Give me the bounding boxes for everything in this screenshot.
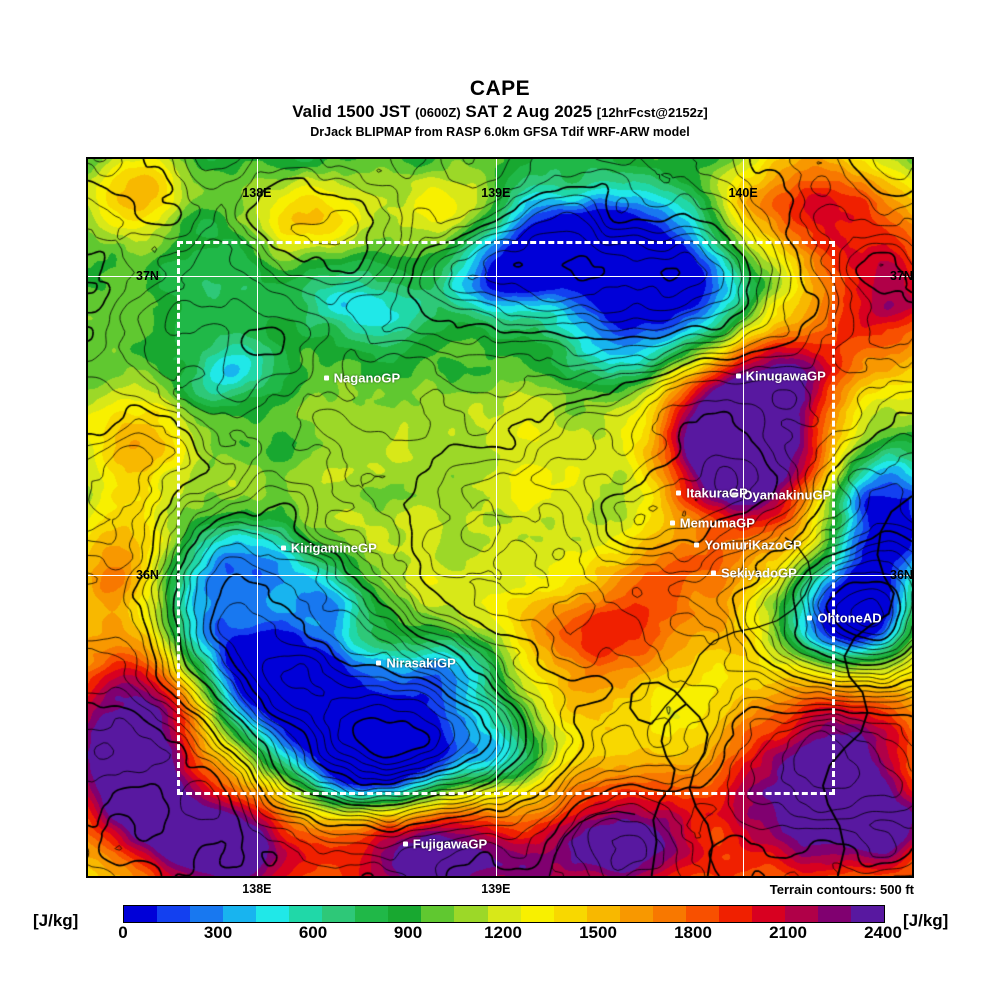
colorbar-swatch-20 bbox=[784, 906, 818, 922]
station-label: KinugawaGP bbox=[745, 368, 826, 384]
colorbar: [J/kg] 0 300 600 900 1200 1500 1800 2100 2400 [J… bbox=[0, 902, 1000, 948]
colorbar-tick-0: 0 bbox=[118, 923, 128, 942]
lon-label-top-138E: 138E bbox=[242, 186, 272, 200]
station-marker[interactable]: ItakuraGP bbox=[676, 485, 748, 501]
station-label: OyamakinuGP bbox=[742, 487, 832, 503]
station-label: MemumaGP bbox=[679, 515, 755, 531]
forecast-tag: [12hrFcst@2152z] bbox=[596, 105, 708, 120]
valid-time-line: Valid 1500 JST (0600Z) SAT 2 Aug 2025 [1… bbox=[0, 101, 1000, 123]
station-label: OhtoneAD bbox=[817, 610, 882, 626]
colorbar-swatch-3 bbox=[223, 906, 257, 922]
colorbar-swatch-19 bbox=[751, 906, 785, 922]
station-marker[interactable]: OyamakinuGP bbox=[732, 487, 831, 502]
colorbar-tick-900: 900 bbox=[393, 923, 423, 942]
colorbar-tick-2400: 2400 bbox=[864, 923, 902, 942]
station-label: YomiuriKazoGP bbox=[704, 537, 802, 553]
colorbar-swatch-6 bbox=[322, 906, 356, 922]
colorbar-tick-600: 600 bbox=[298, 923, 328, 942]
valid-prefix: Valid 1500 JST bbox=[292, 102, 411, 121]
colorbar-swatch-16 bbox=[652, 906, 686, 922]
station-label: ItakuraGP bbox=[686, 485, 748, 501]
station-marker[interactable]: MemumaGP bbox=[669, 515, 755, 531]
station-dot-icon bbox=[735, 373, 741, 379]
station-marker[interactable]: KirigamineGP bbox=[280, 540, 377, 556]
colorbar-swatches bbox=[123, 905, 885, 923]
colorbar-ticks: 0 300 600 900 1200 1500 1800 2100 2400 bbox=[0, 923, 1000, 947]
graticule-parallel-37N bbox=[88, 275, 912, 277]
lon-label-bottom-138E: 138E bbox=[242, 882, 272, 896]
cape-map[interactable]: NaganoGP KinugawaGP OyamakinuGP ItakuraGP Me… bbox=[86, 157, 914, 878]
colorbar-swatch-7 bbox=[355, 906, 389, 922]
station-marker[interactable]: SekiyadoGP bbox=[710, 565, 797, 581]
lon-label-top-139E: 139E bbox=[481, 186, 511, 200]
station-dot-icon bbox=[710, 570, 716, 576]
colorbar-tick-1500: 1500 bbox=[579, 923, 617, 942]
colorbar-swatch-13 bbox=[553, 906, 587, 922]
terrain-contour-note: Terrain contours: 500 ft bbox=[769, 882, 914, 897]
colorbar-unit-right: [J/kg] bbox=[903, 911, 949, 930]
station-label: FujigawaGP bbox=[412, 836, 488, 852]
valid-utc: (0600Z) bbox=[415, 105, 461, 120]
colorbar-swatch-0 bbox=[124, 906, 158, 922]
lat-label-inside-37N: 37N bbox=[136, 268, 159, 283]
colorbar-swatch-4 bbox=[256, 906, 290, 922]
colorbar-swatch-22 bbox=[851, 906, 885, 922]
colorbar-unit-left: [J/kg] bbox=[33, 911, 79, 930]
cape-heatmap-canvas bbox=[88, 159, 912, 876]
colorbar-swatch-8 bbox=[388, 906, 422, 922]
lat-label-outside-36N: 36N bbox=[890, 567, 913, 582]
colorbar-swatch-11 bbox=[487, 906, 521, 922]
colorbar-tick-2100: 2100 bbox=[769, 923, 807, 942]
colorbar-swatch-12 bbox=[520, 906, 554, 922]
station-marker[interactable]: KinugawaGP bbox=[735, 368, 826, 384]
subdomain-box bbox=[177, 241, 835, 795]
station-dot-icon bbox=[732, 492, 738, 498]
station-marker[interactable]: YomiuriKazoGP bbox=[694, 537, 802, 553]
colorbar-swatch-1 bbox=[157, 906, 191, 922]
station-dot-icon bbox=[669, 520, 675, 526]
station-label: NirasakiGP bbox=[386, 655, 456, 671]
colorbar-swatch-17 bbox=[685, 906, 719, 922]
colorbar-tick-300: 300 bbox=[203, 923, 233, 942]
graticule-parallel-36N bbox=[88, 574, 912, 576]
valid-date: SAT 2 Aug 2025 bbox=[465, 102, 593, 121]
station-label: KirigamineGP bbox=[290, 540, 377, 556]
graticule-meridian-139E bbox=[495, 159, 497, 876]
colorbar-swatch-14 bbox=[586, 906, 620, 922]
station-marker[interactable]: FujigawaGP bbox=[402, 836, 488, 852]
colorbar-swatch-9 bbox=[421, 906, 455, 922]
station-label: SekiyadoGP bbox=[720, 565, 797, 581]
model-subtitle: DrJack BLIPMAP from RASP 6.0km GFSA Tdif… bbox=[310, 125, 690, 139]
graticule-meridian-140E bbox=[743, 159, 745, 876]
station-label: NaganoGP bbox=[333, 370, 401, 386]
station-dot-icon bbox=[402, 841, 408, 847]
station-dot-icon bbox=[376, 660, 382, 666]
station-marker[interactable]: NaganoGP bbox=[323, 370, 401, 386]
colorbar-tick-1800: 1800 bbox=[674, 923, 712, 942]
colorbar-swatch-18 bbox=[718, 906, 752, 922]
page-title: CAPE bbox=[469, 77, 531, 100]
station-dot-icon bbox=[323, 375, 329, 381]
lon-label-bottom-139E: 139E bbox=[481, 882, 511, 896]
lon-label-top-140E: 140E bbox=[728, 186, 758, 200]
station-dot-icon bbox=[807, 615, 813, 621]
lat-label-outside-37N: 37N bbox=[890, 268, 913, 283]
lat-label-inside-36N: 36N bbox=[136, 567, 159, 582]
station-dot-icon bbox=[694, 542, 700, 548]
colorbar-swatch-5 bbox=[289, 906, 323, 922]
colorbar-swatch-21 bbox=[817, 906, 852, 922]
graticule-meridian-138E bbox=[256, 159, 258, 876]
colorbar-swatch-15 bbox=[619, 906, 653, 922]
colorbar-tick-1200: 1200 bbox=[484, 923, 522, 942]
station-dot-icon bbox=[676, 490, 682, 496]
title-block: CAPE Valid 1500 JST (0600Z) SAT 2 Aug 20… bbox=[0, 78, 1000, 140]
colorbar-swatch-2 bbox=[190, 906, 224, 922]
station-dot-icon bbox=[280, 545, 286, 551]
station-marker[interactable]: NirasakiGP bbox=[376, 655, 456, 671]
colorbar-swatch-10 bbox=[454, 906, 488, 922]
station-marker[interactable]: OhtoneAD bbox=[807, 610, 882, 626]
